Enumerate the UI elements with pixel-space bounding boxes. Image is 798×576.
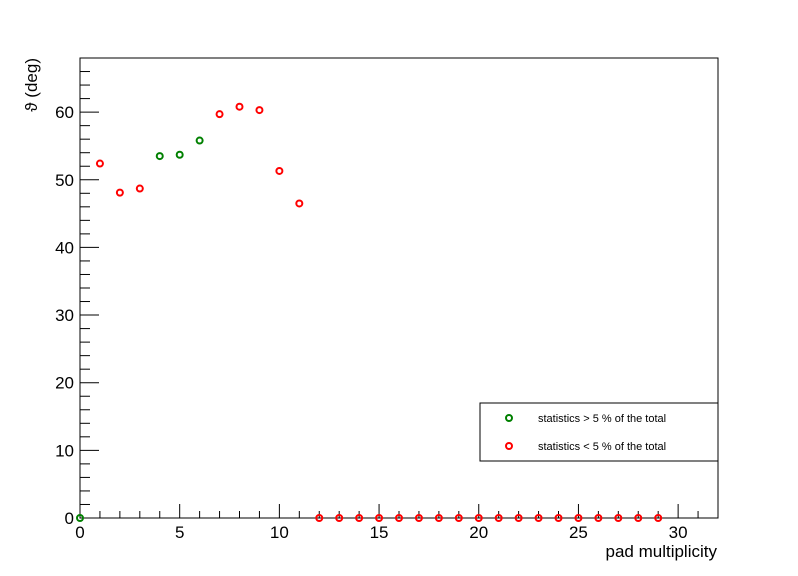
data-point-red — [534, 514, 543, 522]
legend-label-below-5pct: statistics < 5 % of the total — [538, 441, 666, 453]
x-tick-label: 5 — [175, 523, 184, 542]
x-tick-label: 25 — [569, 523, 588, 542]
x-axis-title: pad multiplicity — [606, 542, 718, 561]
y-tick-label: 20 — [55, 374, 74, 393]
y-tick-label: 50 — [55, 171, 74, 190]
data-point-green — [155, 152, 164, 161]
data-point-red — [355, 514, 364, 522]
data-point-red — [514, 514, 523, 522]
data-point-red — [434, 514, 443, 522]
data-point-red — [315, 514, 324, 522]
data-point-red — [235, 102, 244, 111]
y-tick-label: 30 — [55, 306, 74, 325]
data-point-red — [115, 188, 124, 197]
data-point-red — [255, 106, 264, 115]
data-point-red — [474, 514, 483, 522]
y-tick-label: 60 — [55, 103, 74, 122]
x-tick-label: 0 — [75, 523, 84, 542]
data-points — [76, 102, 663, 522]
x-tick-label: 20 — [469, 523, 488, 542]
x-tick-label: 15 — [370, 523, 389, 542]
legend-marker-green — [505, 414, 513, 422]
data-point-red — [215, 110, 224, 119]
y-tick-label: 0 — [65, 509, 74, 528]
data-point-red — [295, 199, 304, 208]
data-point-red — [395, 514, 403, 522]
legend-box — [479, 402, 719, 462]
legend-marker-red — [505, 442, 513, 450]
data-point-red — [554, 514, 563, 522]
y-axis-title: ϑ (deg) — [22, 58, 41, 112]
legend: statistics > 5 % of the total statistics… — [479, 402, 719, 462]
data-point-red — [454, 514, 463, 522]
tick-labels: 0 5 10 15 20 25 30 0 10 20 30 40 50 60 — [55, 103, 688, 542]
data-point-red — [654, 514, 663, 522]
x-tick-label: 30 — [669, 523, 688, 542]
data-point-red — [335, 514, 344, 522]
y-tick-label: 10 — [55, 441, 74, 460]
data-point-red — [414, 514, 423, 522]
data-point-green — [76, 514, 84, 522]
y-tick-label: 40 — [55, 238, 74, 257]
data-point-red — [594, 514, 603, 522]
data-point-green — [175, 150, 184, 159]
data-point-green — [195, 136, 204, 145]
data-point-red — [135, 184, 144, 193]
x-tick-label: 10 — [270, 523, 289, 542]
data-point-red — [634, 514, 643, 522]
data-point-red — [614, 514, 623, 522]
data-point-red — [275, 166, 284, 175]
data-point-red — [574, 514, 583, 522]
data-point-red — [95, 159, 104, 168]
legend-label-above-5pct: statistics > 5 % of the total — [538, 413, 666, 425]
data-point-red — [375, 514, 384, 522]
data-point-red — [494, 514, 503, 522]
